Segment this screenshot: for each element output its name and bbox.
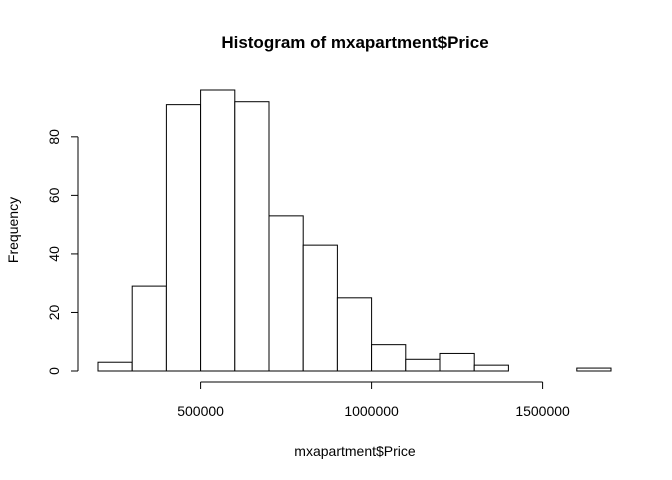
x-axis: 500000 1000000 1500000 [177,381,570,419]
histogram-bar [131,285,167,372]
histogram-bar [371,344,407,372]
chart-title: Histogram of mxapartment$Price [221,33,488,52]
x-tick-label: 1500000 [515,403,570,419]
x-tick-label: 1000000 [344,403,399,419]
histogram-bar [405,358,441,372]
x-tick-label: 500000 [177,403,224,419]
histogram-bar [268,215,304,372]
histogram-bar [165,104,202,372]
histogram-bar [200,89,236,372]
histogram-bar [234,101,270,372]
y-tick-label: 0 [46,367,62,375]
histogram-bar [336,297,373,372]
y-axis-label: Frequency [5,197,21,263]
histogram-bar [473,364,509,372]
y-tick-label: 60 [46,187,62,203]
y-tick-label: 20 [46,304,62,320]
x-axis-label: mxapartment$Price [294,443,416,459]
y-tick-label: 80 [46,129,62,145]
y-axis: 0 20 40 60 80 [46,129,79,375]
histogram-bar [439,352,475,372]
histogram-bar [302,244,338,372]
histogram-bar [576,367,612,372]
histogram-bar [97,361,133,372]
y-tick-label: 40 [46,246,62,262]
histogram-bars [97,89,612,372]
